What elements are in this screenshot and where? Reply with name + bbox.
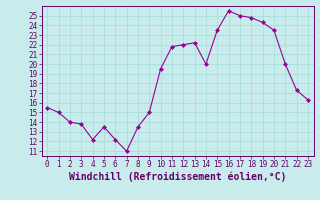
X-axis label: Windchill (Refroidissement éolien,°C): Windchill (Refroidissement éolien,°C): [69, 172, 286, 182]
